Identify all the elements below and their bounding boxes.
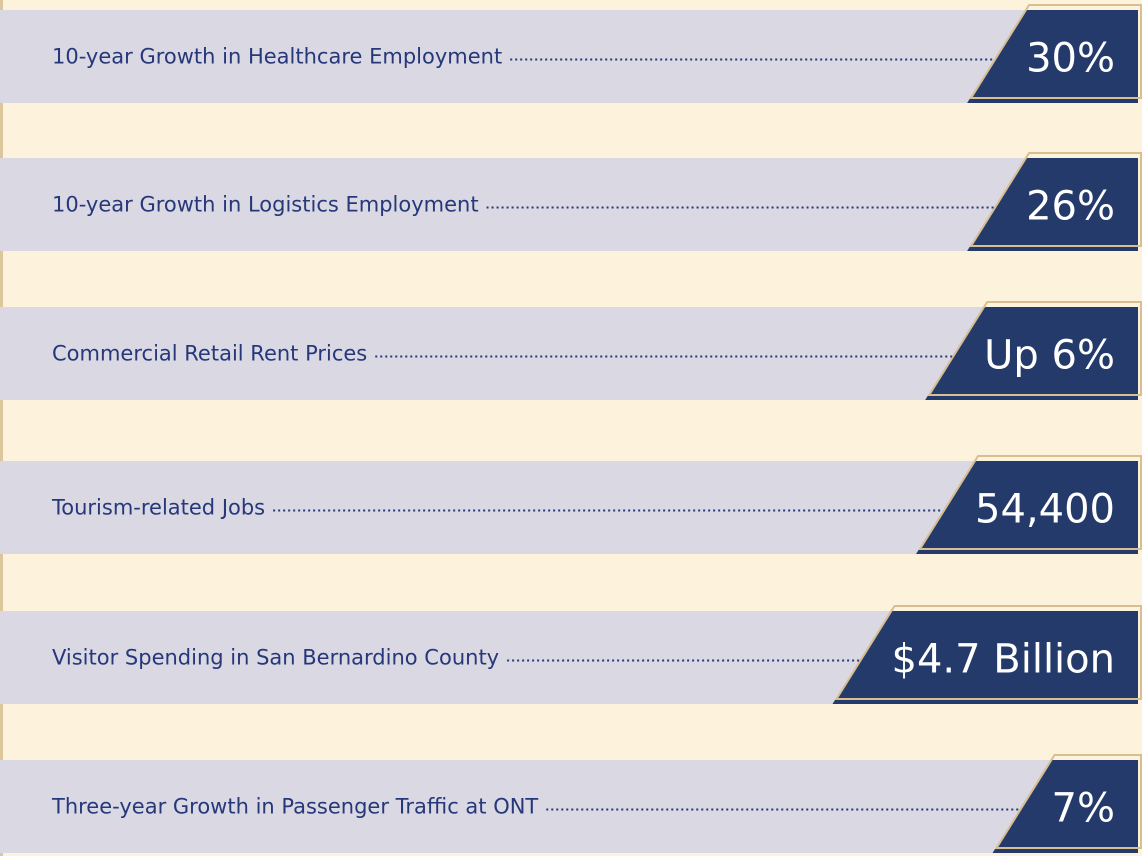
row-label: 10-year Growth in Logistics Employment bbox=[52, 193, 479, 217]
tab-outline bbox=[918, 455, 1142, 550]
value-tab bbox=[992, 760, 1138, 853]
row-band bbox=[0, 158, 1138, 251]
row-band bbox=[0, 10, 1138, 103]
value-tab bbox=[832, 611, 1138, 704]
row-value: $4.7 Billion bbox=[892, 637, 1116, 683]
tab-outline bbox=[927, 301, 1142, 396]
tab-outline bbox=[969, 152, 1142, 247]
value-tab bbox=[967, 158, 1138, 251]
value-tab bbox=[967, 10, 1138, 103]
value-tab bbox=[925, 307, 1138, 400]
row-band bbox=[0, 760, 1138, 853]
tab-outline bbox=[969, 4, 1142, 99]
row-label: 10-year Growth in Healthcare Employment bbox=[52, 45, 502, 69]
row-label: Commercial Retail Rent Prices bbox=[52, 342, 367, 366]
row-value: 30% bbox=[1026, 36, 1115, 82]
row-label: Three-year Growth in Passenger Traffic a… bbox=[51, 795, 538, 819]
value-tab bbox=[916, 461, 1138, 554]
tab-outline bbox=[834, 605, 1142, 700]
tab-outline bbox=[994, 754, 1142, 849]
row-value: Up 6% bbox=[984, 333, 1115, 379]
row-value: 54,400 bbox=[975, 487, 1115, 533]
row-label: Visitor Spending in San Bernardino Count… bbox=[52, 646, 499, 670]
row-value: 26% bbox=[1026, 184, 1115, 230]
row-value: 7% bbox=[1052, 786, 1115, 832]
row-label: Tourism-related Jobs bbox=[51, 496, 265, 520]
